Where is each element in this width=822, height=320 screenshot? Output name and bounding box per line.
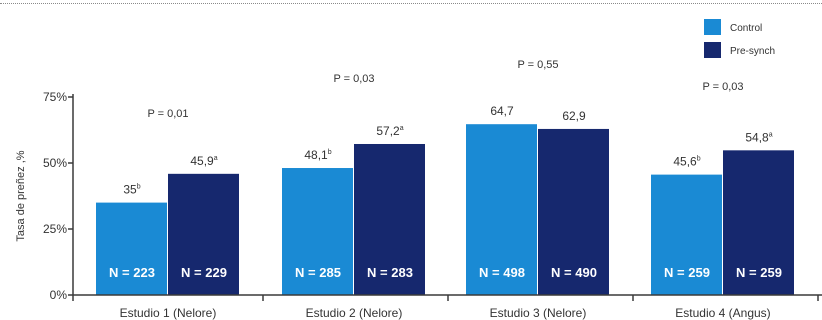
bar-value-label: 57,2a (376, 124, 403, 138)
bar-n-label: N = 259 (736, 265, 782, 280)
bar-value-label: 45,6b (673, 155, 700, 169)
bar-labels: 35b N = 223 45,9a N = 229 P = 0,01 48,1b N = 2… (109, 59, 782, 280)
x-axis: Estudio 1 (Nelore) Estudio 2 (Nelore) Estu… (72, 294, 822, 320)
legend-label: Control (730, 23, 762, 34)
y-tick-label: 75% (43, 90, 67, 104)
x-category-label: Estudio 3 (Nelore) (490, 306, 587, 320)
bar-presynch (354, 143, 425, 295)
y-tick-label: 0% (50, 288, 68, 302)
y-tick-label: 50% (43, 156, 67, 170)
bar-n-label: N = 285 (295, 265, 341, 280)
legend-swatch (704, 42, 721, 58)
bar-value-superscript: b (697, 156, 701, 163)
bar-value-label: 48,1b (304, 148, 331, 162)
legend-label: Pre-synch (730, 46, 775, 57)
bar-value-label: 45,9a (190, 154, 217, 168)
p-value-label: P = 0,03 (702, 81, 743, 93)
y-axis-title: Tasa de preñez ,% (15, 150, 27, 241)
legend: Control Pre-synch (704, 19, 775, 58)
bar-value-label: 35b (123, 183, 140, 197)
bar-presynch (723, 150, 794, 295)
x-category-label: Estudio 4 (Angus) (675, 306, 770, 320)
bar-value-superscript: b (328, 149, 332, 156)
y-axis: 0% 25% 50% 75% Tasa de preñez ,% (15, 90, 74, 302)
bar-n-label: N = 283 (367, 265, 413, 280)
bar-value-label: 62,9 (562, 109, 586, 123)
bar-control (466, 124, 537, 295)
bar-value-superscript: b (137, 184, 141, 191)
bar-presynch (538, 128, 609, 295)
p-value-label: P = 0,55 (517, 59, 558, 71)
y-tick-label: 25% (43, 222, 67, 236)
bar-control (96, 202, 167, 295)
bar-presynch (168, 173, 239, 295)
bar-n-label: N = 259 (664, 265, 710, 280)
p-value-label: P = 0,03 (333, 73, 374, 85)
bar-value-label: 54,8a (745, 130, 772, 144)
x-category-label: Estudio 1 (Nelore) (120, 306, 217, 320)
bar-value-superscript: a (400, 125, 404, 132)
bar-value-superscript: a (769, 131, 773, 138)
bar-n-label: N = 490 (551, 265, 597, 280)
bars (96, 124, 794, 295)
bar-n-label: N = 498 (479, 265, 525, 280)
bar-control (651, 174, 722, 295)
legend-swatch (704, 19, 721, 35)
bar-n-label: N = 229 (181, 265, 227, 280)
bar-value-superscript: a (214, 155, 218, 162)
bar-control (282, 168, 353, 295)
bar-value-label: 64,7 (490, 104, 514, 118)
x-category-label: Estudio 2 (Nelore) (306, 306, 403, 320)
bar-n-label: N = 223 (109, 265, 155, 280)
top-dotted-rule (0, 3, 822, 4)
p-value-label: P = 0,01 (147, 108, 188, 120)
